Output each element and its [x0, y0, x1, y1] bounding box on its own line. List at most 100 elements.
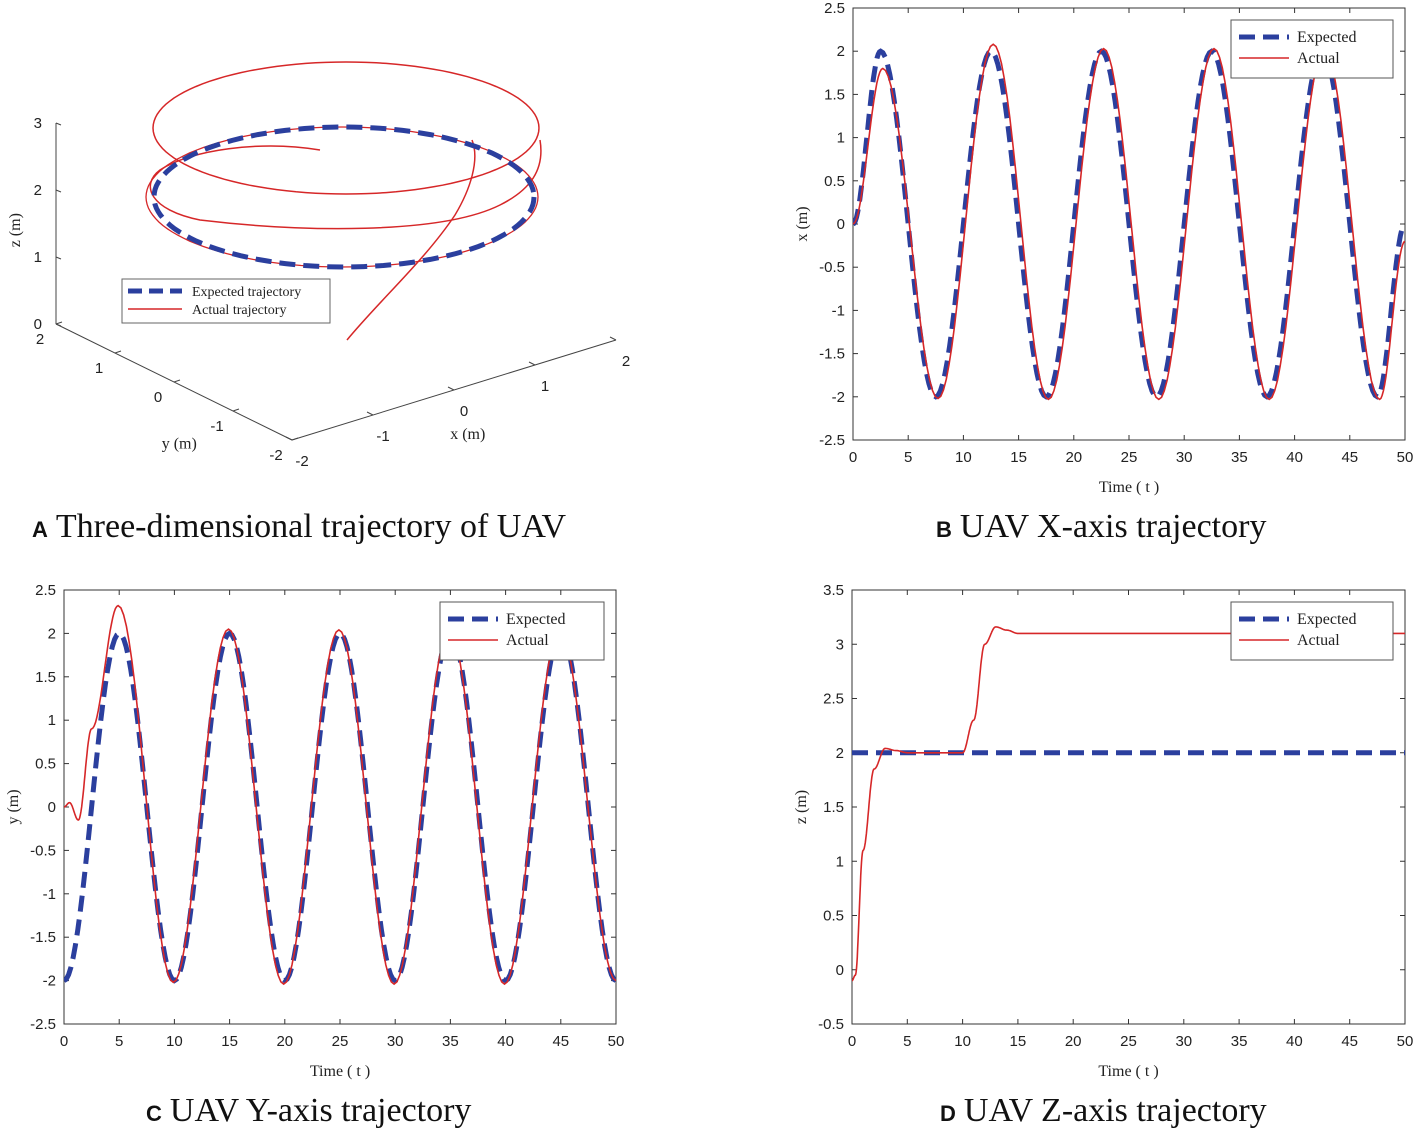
y-tick-label: -2.5: [819, 432, 845, 449]
y-tick-label: 1.5: [824, 86, 845, 103]
series-line-expected-trajectory: [151, 124, 537, 270]
x-axis-label: Time ( t ): [1098, 1063, 1158, 1080]
legend: Expected trajectory Actual trajectory: [121, 278, 331, 324]
y-axis-label: x (m): [794, 206, 811, 241]
y-tick-label: 0.5: [35, 756, 56, 773]
caption-d: D UAV Z-axis trajectory: [940, 1092, 1267, 1130]
y-tick-label: -2.5: [30, 1016, 56, 1033]
x-axis-label: Time ( t ): [310, 1063, 370, 1080]
x-tick-label: 45: [552, 1033, 569, 1050]
y-tick-label: 0: [836, 962, 844, 979]
z-axis-label: z (m): [7, 213, 24, 247]
x-tick-label: 40: [1286, 449, 1303, 466]
x-axis-label: x (m): [450, 426, 485, 443]
caption-c-letter: C: [146, 1101, 162, 1126]
y-tick-mark: [55, 321, 63, 325]
x-tick-label: 40: [1286, 1033, 1303, 1050]
x-tick-label: 35: [1231, 449, 1248, 466]
y-tick-label: 0: [154, 389, 162, 406]
y-tick-label: -0.5: [819, 259, 845, 276]
y-tick-label: -2: [269, 447, 282, 464]
x-tick-label: 30: [1175, 1033, 1192, 1050]
legend-label: Actual: [506, 632, 549, 649]
caption-b-text: UAV X-axis trajectory: [959, 508, 1267, 545]
y-tick-label: 2: [48, 625, 56, 642]
x-tick-label: 30: [1176, 449, 1193, 466]
y-tick-label: 2.5: [824, 0, 845, 17]
x-tick-label: 10: [955, 449, 972, 466]
x-tick-label: 30: [387, 1033, 404, 1050]
x-tick-label: 10: [166, 1033, 183, 1050]
y-tick-label: -0.5: [30, 842, 56, 859]
x-tick-label: 20: [276, 1033, 293, 1050]
y-tick-label: 1.5: [35, 669, 56, 686]
x-tick-label: 15: [1010, 449, 1027, 466]
x-tick-label: 35: [442, 1033, 459, 1050]
x-tick-label: 20: [1065, 1033, 1082, 1050]
x-tick-label: 25: [1121, 449, 1138, 466]
legend-label: Actual trajectory: [192, 303, 286, 318]
legend-label: Expected trajectory: [192, 285, 301, 300]
y-tick-label: 0: [837, 216, 845, 233]
x-axis-label: Time ( t ): [1099, 479, 1159, 496]
y-tick-label: 1: [836, 853, 844, 870]
y-tick-label: -1: [210, 418, 223, 435]
x-tick-mark: [528, 361, 536, 366]
y-tick-label: 2: [836, 745, 844, 762]
caption-c: C UAV Y-axis trajectory: [146, 1092, 471, 1130]
legend-label: Expected: [1297, 29, 1357, 46]
x-tick-label: 0: [60, 1033, 68, 1050]
x-tick-label: 5: [903, 1033, 911, 1050]
x-tick-label: 15: [221, 1033, 238, 1050]
x-tick-label: 0: [849, 449, 857, 466]
series-line-actual: [852, 626, 1405, 982]
panel-d-chart: 0 5 10 15 20 25 30 35 40 45 50-0.500.511.522.533.5…: [793, 582, 1413, 1080]
y-tick-label: 0.5: [824, 173, 845, 190]
x-tick-label: 0: [848, 1033, 856, 1050]
y-tick-label: -0.5: [818, 1016, 844, 1033]
x-tick-label: 10: [954, 1033, 971, 1050]
y-tick-label: -2: [43, 973, 56, 990]
y-tick-label: -2: [832, 389, 845, 406]
legend: Expected Actual: [1230, 19, 1394, 79]
legend-label: Actual: [1297, 632, 1340, 649]
legend-label: Actual: [1297, 50, 1340, 67]
x-tick-label: 25: [1120, 1033, 1137, 1050]
y-tick-label: 1: [95, 360, 103, 377]
x-tick-mark: [447, 386, 455, 391]
y-tick-label: 1.5: [823, 799, 844, 816]
y-tick-label: -1.5: [30, 929, 56, 946]
y-tick-mark: [173, 379, 181, 383]
x-tick-label: 0: [460, 403, 468, 420]
y-tick-label: 2: [837, 43, 845, 60]
caption-b-letter: B: [936, 517, 952, 542]
y-tick-label: 2.5: [35, 582, 56, 599]
y-tick-mark: [114, 350, 122, 354]
legend-box: [121, 278, 331, 324]
caption-a-letter: A: [32, 517, 48, 542]
y-tick-label: 2: [36, 331, 44, 348]
y-tick-label: -1.5: [819, 346, 845, 363]
x-tick-label: 50: [608, 1033, 625, 1050]
y-axis-label: z (m): [793, 790, 810, 824]
caption-b: B UAV X-axis trajectory: [936, 508, 1266, 546]
legend-box: [1230, 601, 1394, 661]
legend-label: Expected: [1297, 611, 1357, 628]
x-tick-label: 20: [1065, 449, 1082, 466]
y-tick-label: -1: [832, 302, 845, 319]
z-tick-mark: [55, 189, 62, 193]
x-tick-mark: [609, 336, 617, 341]
x-tick-label: 40: [497, 1033, 514, 1050]
z-tick-label: 2: [34, 182, 42, 199]
y-tick-label: 2.5: [823, 691, 844, 708]
series-line-actual-trajectory-ring: [145, 126, 539, 268]
plot-frame: [851, 589, 1406, 1025]
z-tick-mark: [55, 122, 62, 126]
x-tick-label: 35: [1231, 1033, 1248, 1050]
x-tick-label: 5: [904, 449, 912, 466]
legend: Expected Actual: [439, 601, 605, 661]
z-tick-label: 1: [34, 249, 42, 266]
y-tick-mark: [232, 408, 240, 412]
panel-c-chart: 0 5 10 15 20 25 30 35 40 45 50 -2.5 -2 -1.5 -1 -0.5 0 0.5…: [5, 582, 624, 1080]
